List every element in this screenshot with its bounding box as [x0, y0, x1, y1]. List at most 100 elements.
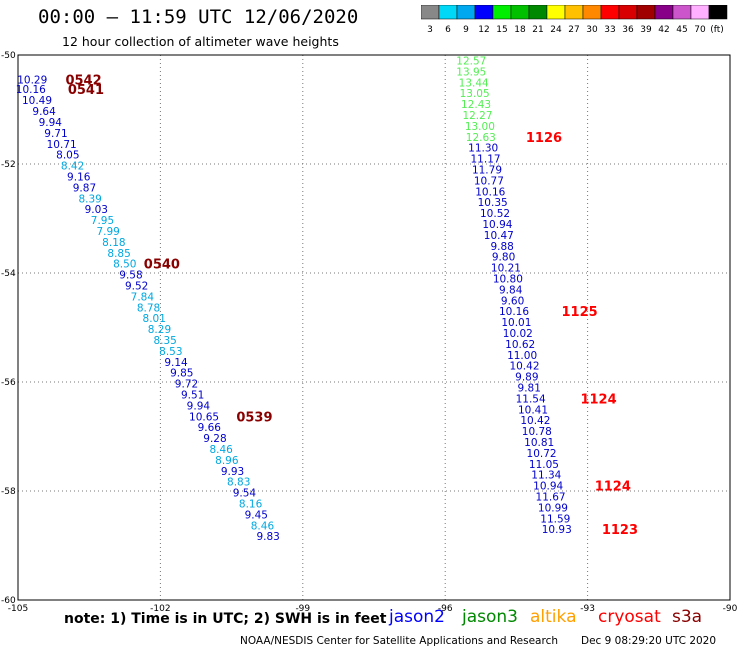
x-tick-label: -105: [8, 604, 28, 614]
colorbar-label: 30: [586, 25, 598, 35]
wave-height-label: 12.27: [462, 110, 492, 122]
wave-height-label: 9.54: [233, 488, 257, 500]
y-tick-label: -52: [1, 160, 16, 170]
wave-height-label: 11.34: [531, 470, 561, 482]
wave-height-label: 9.58: [119, 270, 142, 282]
time-label: 0542: [65, 74, 101, 89]
y-tick-label: -50: [1, 51, 16, 61]
colorbar-swatch: [708, 5, 728, 20]
wave-height-label: 11.54: [516, 393, 546, 405]
wave-height-label: 9.71: [44, 128, 67, 140]
x-tick-label: -99: [295, 604, 310, 614]
wave-height-label: 9.88: [490, 241, 513, 253]
wave-height-label: 9.93: [221, 466, 244, 478]
wave-height-label: 10.77: [474, 175, 504, 187]
colorbar-label: 70: [694, 25, 706, 35]
wave-height-label: 9.14: [164, 357, 188, 369]
wave-height-label: 10.47: [484, 230, 514, 242]
wave-height-label: 8.16: [239, 499, 263, 511]
wave-height-label: 9.60: [501, 295, 524, 307]
colorbar-label: 3: [427, 25, 433, 35]
wave-height-label: 12.43: [461, 99, 491, 111]
wave-height-label: 8.05: [56, 150, 79, 162]
colorbar-label: 6: [445, 25, 451, 35]
y-tick-label: -60: [1, 596, 16, 606]
wave-height-label: 11.17: [471, 154, 501, 166]
wave-height-label: 8.96: [215, 455, 239, 467]
wave-height-label: 10.93: [542, 524, 572, 536]
y-tick-label: -56: [1, 378, 16, 388]
legend-jason2: jason2: [389, 607, 445, 627]
colorbar-label: 15: [496, 25, 507, 35]
wave-height-label: 10.49: [22, 95, 52, 107]
colorbar-label: (ft): [710, 25, 724, 35]
wave-height-label: 8.78: [137, 302, 160, 314]
wave-height-label: 8.46: [251, 520, 275, 532]
wave-height-label: 12.57: [456, 55, 486, 67]
wave-height-label: 11.79: [472, 164, 502, 176]
wave-height-label: 9.64: [32, 106, 56, 118]
wave-height-label: 9.94: [187, 400, 211, 412]
wave-height-label: 11.05: [529, 459, 559, 471]
chart-title: 00:00 – 11:59 UTC 12/06/2020: [38, 6, 359, 28]
y-tick-label: -54: [1, 269, 16, 279]
wave-height-label: 11.67: [536, 491, 566, 503]
wave-height-label: 10.94: [482, 219, 512, 231]
wave-height-label: 9.51: [181, 390, 204, 402]
wave-height-label: 9.03: [85, 204, 108, 216]
wave-height-label: 10.65: [189, 411, 219, 423]
wave-height-label: 10.42: [509, 361, 539, 373]
legend-cryosat: cryosat: [598, 607, 661, 627]
wave-height-label: 9.83: [256, 531, 279, 543]
x-tick-label: -90: [723, 604, 738, 614]
wave-height-label: 10.72: [527, 448, 557, 460]
wave-height-label: 13.05: [460, 88, 490, 100]
colorbar-label: 27: [568, 25, 579, 35]
wave-height-label: 10.16: [16, 84, 46, 96]
x-tick-label: -96: [438, 604, 453, 614]
wave-height-label: 7.99: [96, 226, 119, 238]
wave-height-label: 10.81: [524, 437, 554, 449]
legend-jason3: jason3: [462, 607, 518, 627]
wave-height-label: 10.21: [491, 263, 521, 275]
wave-height-label: 13.95: [456, 66, 486, 78]
wave-height-label: 9.28: [203, 433, 226, 445]
x-tick-label: -93: [580, 604, 595, 614]
wave-height-label: 10.71: [47, 139, 77, 151]
wave-height-label: 11.00: [507, 350, 537, 362]
colorbar-label: 9: [463, 25, 469, 35]
wave-height-label: 9.45: [245, 509, 268, 521]
wave-height-label: 10.16: [475, 186, 505, 198]
wave-height-label: 8.53: [159, 346, 182, 358]
wave-height-label: 10.62: [505, 339, 535, 351]
wave-height-label: 8.39: [78, 193, 101, 205]
wave-height-label: 9.66: [198, 422, 222, 434]
wave-height-label: 7.84: [131, 291, 155, 303]
wave-height-label: 8.01: [143, 313, 166, 325]
wave-height-label: 8.42: [61, 161, 84, 173]
wave-height-label: 8.85: [107, 248, 130, 260]
wave-height-label: 10.99: [538, 502, 568, 514]
colorbar-label: 21: [532, 25, 543, 35]
wave-height-label: 10.52: [480, 208, 510, 220]
wave-height-label: 11.59: [540, 513, 570, 525]
wave-height-labels: 10.2910.1610.499.649.949.7110.718.058.42…: [16, 55, 572, 543]
wave-height-label: 10.78: [522, 426, 552, 438]
wave-height-label: 13.00: [465, 121, 495, 133]
y-tick-label: -58: [1, 487, 16, 497]
wave-height-label: 10.35: [478, 197, 508, 209]
wave-height-label: 10.01: [501, 317, 531, 329]
colorbar-label: 33: [604, 25, 615, 35]
wave-height-label: 8.83: [227, 477, 250, 489]
colorbar-label: 42: [658, 25, 669, 35]
wave-height-label: 10.42: [520, 415, 550, 427]
wave-height-label: 9.52: [125, 281, 148, 293]
footer-credit: NOAA/NESDIS Center for Satellite Applica…: [240, 635, 558, 647]
wave-height-label: 9.72: [175, 379, 198, 391]
colorbar-legend: 3 6 9 12 15 18 21 24 27 30 33 36 39 42 45 70 (ft): [421, 5, 728, 35]
x-tick-label: -102: [150, 604, 170, 614]
wave-height-label: 8.29: [148, 324, 171, 336]
grid-lines: [18, 55, 730, 600]
